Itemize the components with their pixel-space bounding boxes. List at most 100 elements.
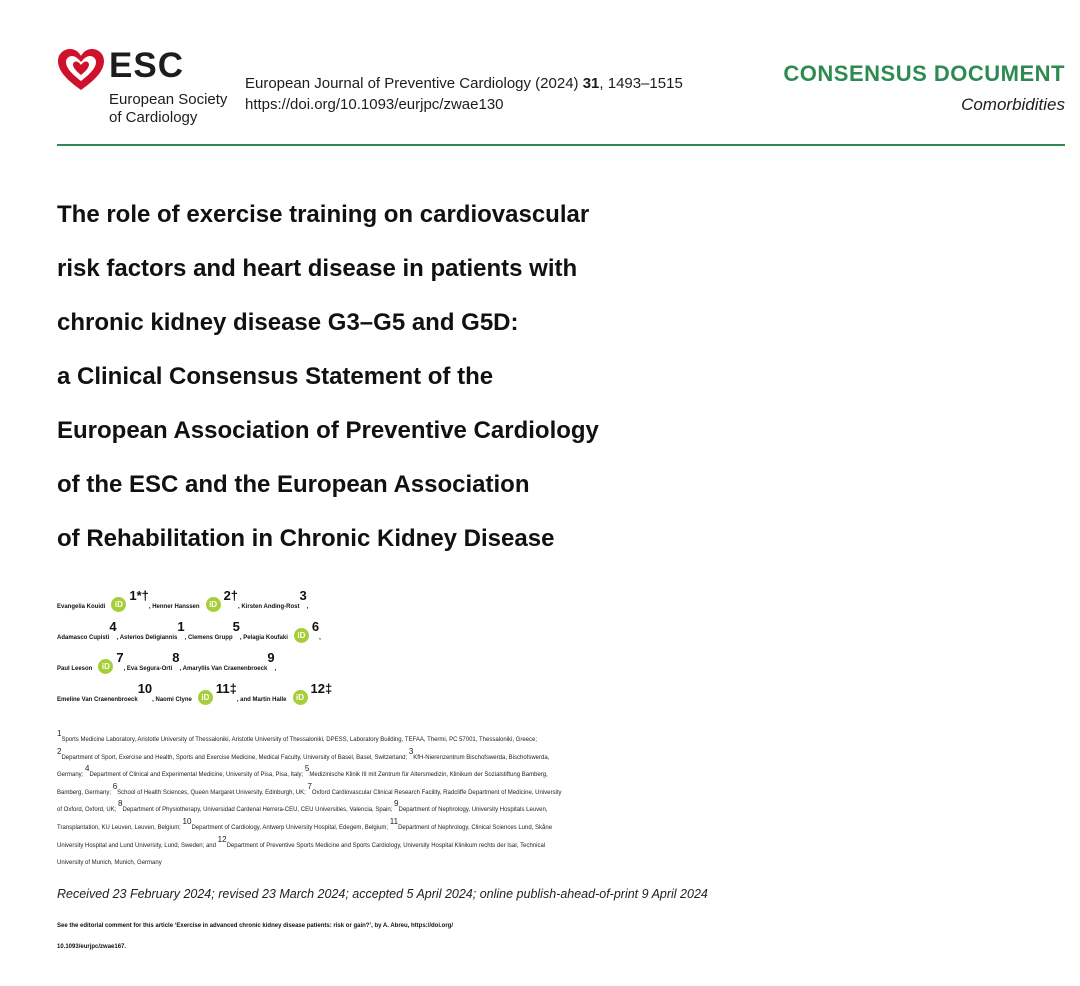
esc-logo: ESC European Society of Cardiology (57, 44, 247, 134)
orcid-icon[interactable]: iD (98, 659, 114, 674)
affiliation-number: 7 (307, 781, 312, 791)
author-name[interactable]: Evangelia Kouidi (57, 604, 106, 610)
affiliation-line: Transplantation, KU Leuven, Leuven, Belg… (57, 816, 1067, 838)
orcid-icon[interactable]: iD (205, 597, 221, 612)
affiliation-number: 12 (217, 834, 227, 844)
author-affiliation-mark: 3 (299, 588, 307, 603)
article-title: The role of exercise training on cardiov… (57, 188, 1067, 566)
author-list: Evangelia Kouidi iD1*†, Henner Hanssen iD2… (57, 589, 1067, 716)
author-name[interactable]: , and Martin Halle (236, 697, 287, 703)
author-affiliation-mark: 1 (177, 619, 185, 634)
affiliation-text: Department of Clinical and Experimental … (89, 772, 305, 779)
affiliation-line: 1Sports Medicine Laboratory, Aristotle U… (57, 729, 1067, 750)
affiliation-text: University of Munich, Munich, Germany (57, 860, 162, 867)
title-line: risk factors and heart disease in patien… (57, 255, 578, 282)
author-affiliation-mark: 1*† (129, 588, 149, 603)
author-affiliation-mark: 4 (109, 619, 117, 634)
document-type-label: CONSENSUS DOCUMENT (783, 61, 1065, 86)
affiliations: 1Sports Medicine Laboratory, Aristotle U… (57, 729, 1067, 873)
journal-name: European Journal of Preventive Cardiolog… (245, 75, 583, 92)
author-name[interactable]: , Naomi Clyne (152, 697, 192, 703)
author-affiliation-mark: 12‡ (310, 681, 333, 696)
author-affiliation-mark: 6 (311, 619, 320, 634)
affiliation-number: 11 (389, 816, 399, 826)
affiliation-line: University Hospital and Lund University,… (57, 834, 1067, 856)
affiliation-text: Sports Medicine Laboratory, Aristotle Un… (61, 737, 538, 743)
logo-wordmark: ESC (109, 46, 184, 85)
affiliation-line: of Oxford, Oxford, UK; 8Department of Ph… (57, 799, 1067, 820)
editorial-line[interactable]: See the editorial comment for this artic… (57, 923, 453, 929)
author-name[interactable]: , Kirsten Anding-Rost (238, 604, 300, 610)
affiliation-text: Department of Sport, Exercise and Health… (61, 754, 409, 761)
affiliation-number: 1 (57, 729, 62, 738)
document-type: CONSENSUS DOCUMENT Comorbidities (783, 60, 1065, 118)
author-name[interactable]: Adamasco Cupisti (57, 635, 110, 641)
author-separator: , (306, 604, 309, 610)
affiliation-text: School of Health Sciences, Queen Margare… (117, 789, 308, 796)
heart-logo-icon (58, 49, 104, 90)
header-divider (57, 144, 1065, 146)
logo-subtitle: European Society of Cardiology (109, 91, 249, 127)
author-name[interactable]: Paul Leeson (57, 666, 93, 672)
editorial-line[interactable]: 10.1093/eurjpc/zwae167. (57, 944, 127, 950)
affiliation-text: Department of Physiotherapy, Universidad… (122, 807, 395, 814)
affiliation-line: University of Munich, Munich, Germany (57, 855, 1067, 873)
orcid-icon[interactable]: iD (293, 628, 309, 643)
title-line: a Clinical Consensus Statement of the (57, 363, 494, 390)
author-affiliation-mark: 2† (223, 588, 239, 603)
title-line: The role of exercise training on cardiov… (57, 201, 590, 228)
journal-citation: European Journal of Preventive Cardiolog… (245, 73, 683, 115)
author-line: Evangelia Kouidi iD1*†, Henner Hanssen iD2… (57, 589, 1067, 623)
logo-subtitle-line2: of Cardiology (109, 109, 198, 126)
title-line: of Rehabilitation in Chronic Kidney Dise… (57, 525, 555, 552)
affiliation-text: of Oxford, Oxford, UK; (57, 807, 119, 814)
author-line: Adamasco Cupisti4, Asterios Deligiannis1… (57, 620, 1067, 654)
author-name[interactable]: , Asterios Deligiannis (116, 635, 178, 641)
affiliation-number: 10 (182, 816, 192, 826)
affiliation-number: 3 (408, 746, 414, 756)
journal-pages: , 1493–1515 (599, 75, 683, 92)
document-category: Comorbidities (961, 95, 1065, 114)
author-affiliation-mark: 10 (137, 681, 153, 696)
affiliation-text: Medizinische Klinik III mit Zentrum für … (309, 772, 548, 779)
affiliation-number: 9 (394, 799, 399, 809)
orcid-icon[interactable]: iD (292, 690, 308, 705)
author-separator: , (319, 635, 321, 641)
journal-doi-link[interactable]: https://doi.org/10.1093/eurjpc/zwae130 (245, 96, 504, 113)
author-affiliation-mark: 8 (172, 650, 180, 665)
affiliation-number: 8 (118, 799, 123, 809)
author-affiliation-mark: 5 (232, 619, 240, 634)
author-line: Paul Leeson iD7, Eva Segura-Orti8, Amaryl… (57, 651, 1067, 685)
affiliation-line: Germany; 4Department of Clinical and Exp… (57, 764, 1067, 785)
affiliation-text: Department of Nephrology, Clinical Scien… (398, 824, 553, 831)
affiliation-line: Bamberg, Germany; 6School of Health Scie… (57, 781, 1067, 803)
affiliation-text: Germany; (57, 772, 86, 779)
affiliation-number: 2 (57, 746, 62, 756)
orcid-icon[interactable]: iD (111, 597, 127, 612)
title-line: of the ESC and the European Association (57, 471, 530, 498)
author-name[interactable]: Emeline Van Craenenbroeck (57, 697, 138, 703)
affiliation-text: Oxford Cardiovascular Clinical Research … (311, 789, 562, 796)
affiliation-text: Department of Cardiology, Antwerp Univer… (191, 824, 390, 831)
author-name[interactable]: , Eva Segura-Orti (123, 666, 173, 672)
author-name[interactable]: , Clemens Grupp (184, 635, 233, 641)
author-separator: , (274, 666, 277, 672)
affiliation-text: KfH-Nierenzentrum Bischofswerda, Bischof… (413, 754, 550, 761)
editorial-comment: See the editorial comment for this artic… (57, 916, 1067, 958)
affiliation-text: Department of Preventive Sports Medicine… (226, 842, 546, 849)
affiliation-number: 5 (304, 764, 310, 774)
author-name[interactable]: , Amaryllis Van Craenenbroeck (179, 666, 268, 672)
affiliation-number: 4 (85, 764, 90, 774)
author-line: Emeline Van Craenenbroeck10, Naomi Clyne… (57, 682, 1067, 716)
affiliation-line: 2Department of Sport, Exercise and Healt… (57, 746, 1067, 768)
author-affiliation-mark: 9 (267, 650, 275, 665)
orcid-icon[interactable]: iD (197, 690, 213, 705)
author-affiliation-mark: 11‡ (215, 681, 237, 696)
affiliation-text: Bamberg, Germany; (57, 789, 113, 796)
author-name[interactable]: , Henner Hanssen (148, 604, 200, 610)
journal-volume: 31 (582, 75, 600, 92)
author-name[interactable]: , Pelagia Koufaki (239, 635, 288, 641)
affiliation-number: 6 (112, 781, 118, 791)
author-affiliation-mark: 7 (116, 650, 124, 665)
logo-subtitle-line1: European Society (109, 91, 228, 108)
